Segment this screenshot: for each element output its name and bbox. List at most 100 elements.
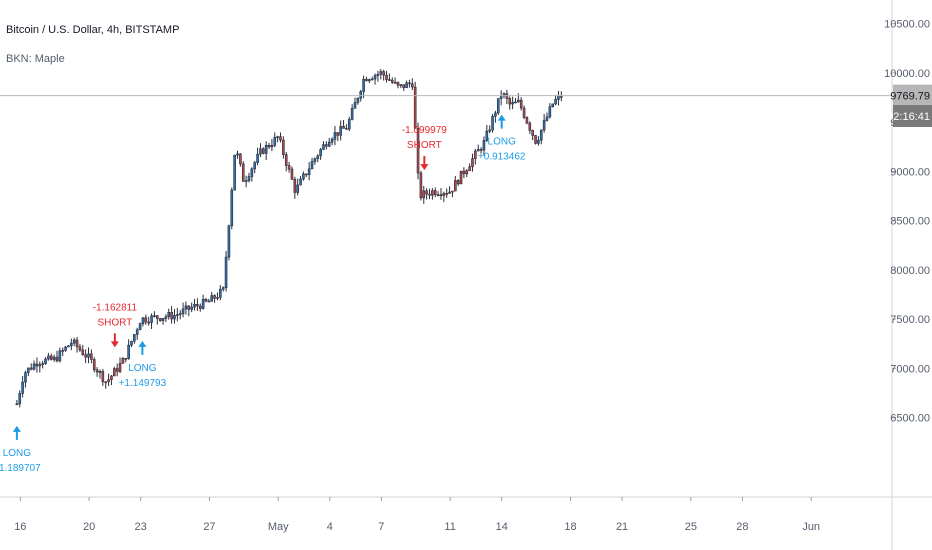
candle-body	[124, 357, 128, 360]
candle-body	[431, 190, 434, 196]
candle-body	[267, 145, 271, 148]
candle-body	[370, 78, 374, 81]
long-signal-label: LONG	[488, 137, 517, 148]
candle-body	[98, 371, 102, 373]
candle-body	[539, 129, 543, 141]
candle-body	[448, 191, 451, 194]
candle-body	[528, 122, 532, 131]
candle-body	[365, 78, 368, 82]
candle-body	[230, 189, 234, 227]
candle-body	[133, 334, 136, 342]
candle-body	[462, 170, 466, 175]
candle-body	[138, 323, 142, 331]
candle-body	[534, 135, 537, 144]
candle-body	[368, 79, 371, 82]
candle-body	[313, 158, 317, 162]
candle-body	[505, 93, 509, 99]
candle-body	[113, 368, 116, 377]
candle-body	[259, 148, 262, 155]
candle-body	[522, 107, 526, 118]
candle-body	[27, 367, 30, 373]
candle-body	[147, 321, 150, 324]
candle-body	[316, 155, 320, 159]
candle-body	[144, 317, 148, 323]
candle-body	[219, 288, 222, 298]
signal-markers: LONG +1.189707 SHORT -1.162811 LONG +1.149793…	[0, 114, 526, 474]
candle-body	[302, 173, 305, 180]
candle-body	[241, 163, 245, 182]
current-price-label: 9769.79	[890, 91, 930, 103]
time-tick-label: 21	[616, 521, 628, 533]
candle-body	[347, 119, 351, 130]
short-arrow-icon	[110, 333, 119, 348]
candle-body	[107, 379, 110, 383]
candle-body	[436, 194, 440, 197]
candle-body	[376, 73, 380, 76]
candle-body	[167, 312, 171, 318]
candle-body	[282, 139, 285, 155]
candle-body	[327, 141, 331, 147]
candle-body	[396, 81, 400, 86]
candle-body	[207, 300, 211, 303]
price-axis[interactable]: 10500.0010000.009500.009000.008500.00800…	[884, 19, 930, 425]
candle-body	[253, 162, 257, 170]
candle-body	[304, 173, 308, 176]
price-tick-label: 7000.00	[890, 363, 930, 375]
candle-body	[385, 74, 388, 80]
long-signal-label: LONG	[3, 448, 32, 459]
candle-body	[49, 355, 53, 360]
candle-body	[187, 305, 191, 310]
candle-body	[339, 126, 342, 136]
indicator-label[interactable]: BKN: Maple	[6, 53, 65, 65]
candle-body	[442, 193, 446, 196]
candle-body	[322, 144, 325, 150]
candle-body	[517, 99, 520, 103]
candle-body	[21, 381, 24, 394]
candle-body	[262, 148, 265, 154]
bar-countdown-tag: 02:16:41	[887, 105, 932, 127]
long-arrow-icon	[497, 114, 506, 129]
long-signal-value: +0.913462	[478, 152, 526, 163]
candle-body	[81, 349, 85, 356]
candle-body	[233, 154, 236, 191]
candle-body	[150, 315, 153, 323]
candle-body	[75, 339, 79, 348]
candle-body	[445, 193, 449, 195]
candle-body	[273, 137, 277, 146]
candle-body	[29, 367, 33, 370]
time-axis[interactable]: 16 20 23 27 May 4 7 11 14 18 21 25 28 Jun	[14, 497, 820, 533]
candle-body	[78, 346, 82, 351]
long-arrow-icon	[12, 425, 21, 440]
candle-body	[325, 144, 328, 147]
candle-body	[176, 314, 179, 316]
candle-body	[459, 170, 463, 185]
candle-body	[453, 180, 457, 192]
candle-body	[479, 149, 483, 151]
candle-body	[511, 102, 514, 105]
candle-body	[204, 298, 208, 302]
candle-body	[551, 103, 555, 108]
candle-body	[118, 363, 122, 372]
candle-body	[61, 350, 65, 352]
candle-body	[178, 313, 182, 315]
candle-body	[362, 78, 365, 92]
candle-body	[130, 340, 133, 346]
candle-body	[227, 225, 231, 258]
candle-body	[411, 83, 414, 88]
candle-body	[101, 371, 105, 383]
candle-body	[393, 81, 397, 84]
candle-body	[270, 145, 274, 148]
candle-body	[44, 358, 47, 364]
candle-body	[84, 354, 87, 358]
time-tick-label: 7	[378, 521, 384, 533]
candle-body	[95, 369, 99, 373]
candle-body	[425, 190, 428, 195]
candle-body	[170, 312, 173, 320]
candle-body	[557, 95, 560, 100]
candle-body	[488, 129, 491, 132]
candle-body	[38, 364, 42, 367]
symbol-title[interactable]: Bitcoin / U.S. Dollar, 4h, BITSTAMP	[6, 24, 180, 36]
short-signal-label: SHORT	[97, 317, 132, 328]
candle-body	[198, 305, 202, 309]
